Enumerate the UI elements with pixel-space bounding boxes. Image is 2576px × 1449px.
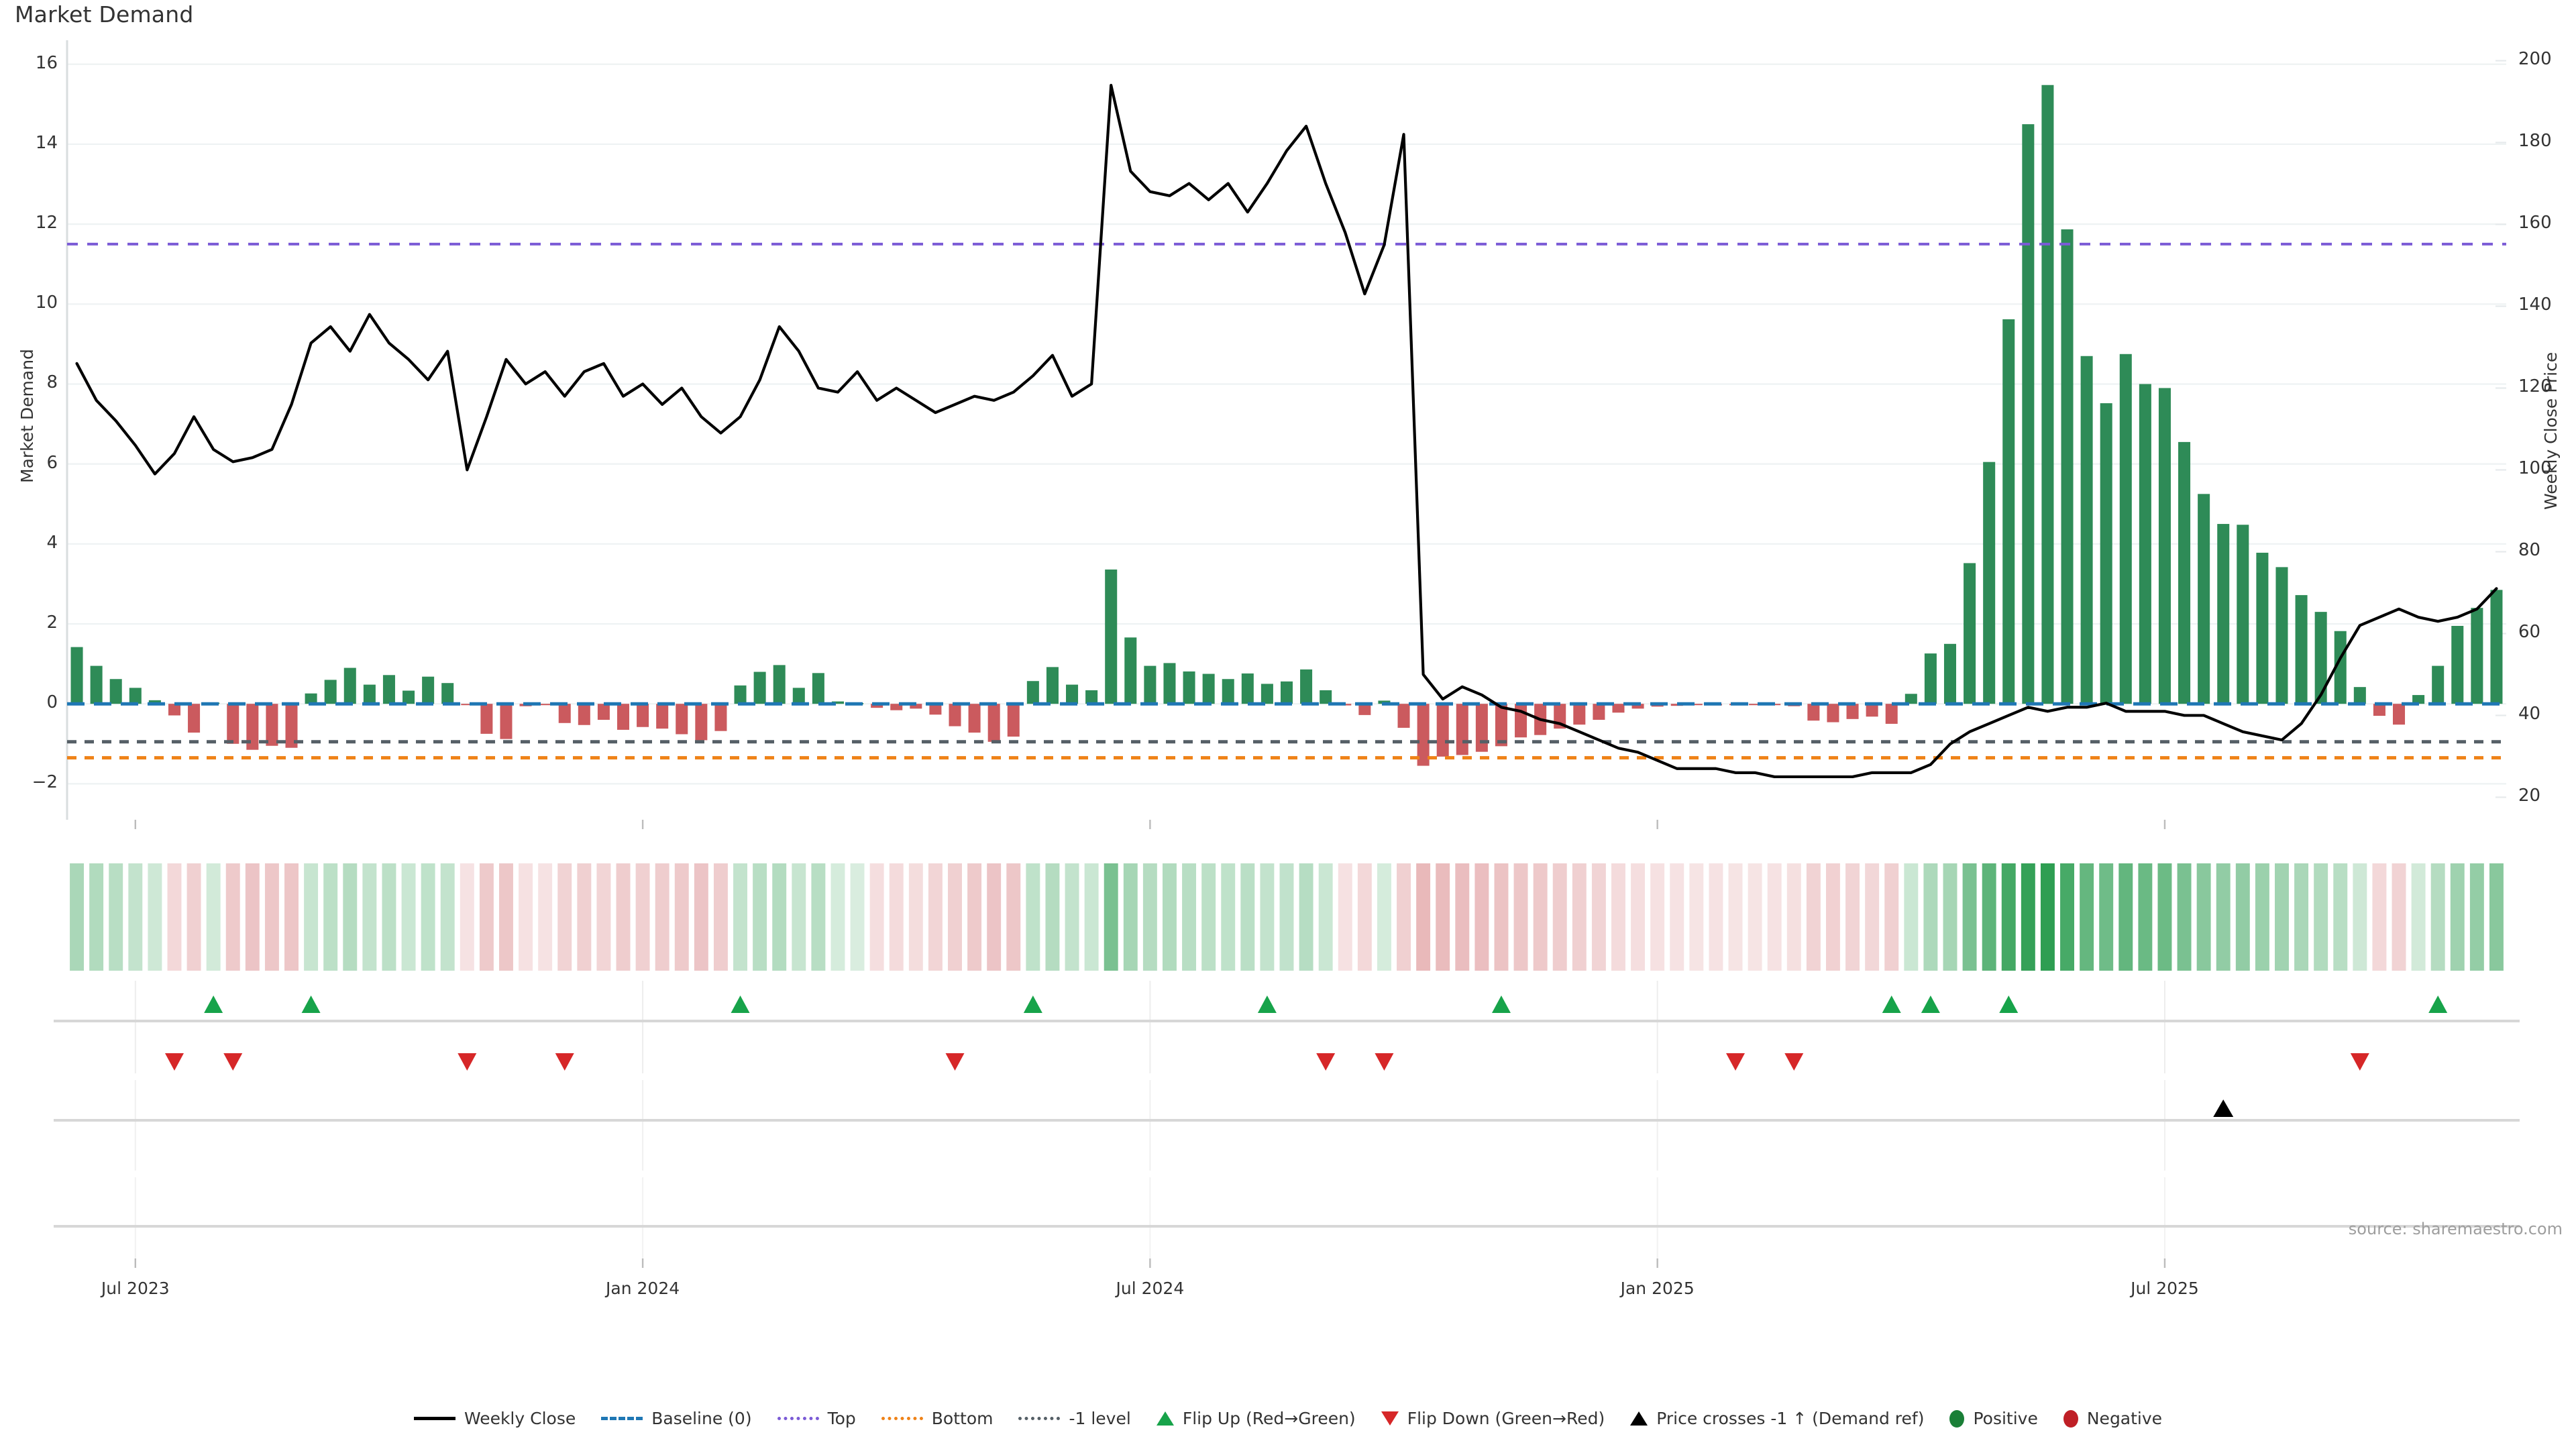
legend-label-flip-down: Flip Down (Green→Red) <box>1407 1409 1605 1428</box>
legend-item-flip-down[interactable]: Flip Down (Green→Red) <box>1381 1409 1605 1428</box>
legend-item-flip-up[interactable]: Flip Up (Red→Green) <box>1156 1409 1356 1428</box>
legend-item-negative[interactable]: Negative <box>2063 1409 2162 1428</box>
page-title: Market Demand <box>15 1 194 28</box>
legend-marker-flip-down-icon <box>1381 1411 1399 1426</box>
legend-marker-flip-up-icon <box>1156 1411 1174 1426</box>
legend-label-top: Top <box>827 1409 856 1428</box>
legend-item-baseline[interactable]: Baseline (0) <box>601 1409 752 1428</box>
legend-label-positive: Positive <box>1973 1409 2038 1428</box>
legend-label-weekly-close: Weekly Close <box>464 1409 576 1428</box>
legend-label-flip-up: Flip Up (Red→Green) <box>1182 1409 1356 1428</box>
legend-marker-price-cross-icon <box>1630 1411 1648 1426</box>
legend-item-weekly-close[interactable]: Weekly Close <box>413 1409 576 1428</box>
legend-label-bottom: Bottom <box>931 1409 994 1428</box>
legend-item-price-cross[interactable]: Price crosses -1 ↑ (Demand ref) <box>1630 1409 1924 1428</box>
legend-marker-negative-icon <box>2063 1409 2078 1428</box>
legend-marker-minus-one-icon <box>1018 1417 1061 1420</box>
legend-marker-positive-icon <box>1949 1409 1965 1428</box>
legend-label-negative: Negative <box>2086 1409 2163 1428</box>
legend-label-baseline: Baseline (0) <box>651 1409 752 1428</box>
legend-item-positive[interactable]: Positive <box>1949 1409 2038 1428</box>
legend-label-minus-one: -1 level <box>1069 1409 1131 1428</box>
legend-marker-weekly-close-icon <box>413 1417 455 1420</box>
legend-item-top[interactable]: Top <box>777 1409 856 1428</box>
chart-legend: Weekly Close Baseline (0) Top Bottom -1 leve… <box>0 1409 2576 1428</box>
legend-marker-top-icon <box>777 1417 819 1420</box>
legend-item-bottom[interactable]: Bottom <box>881 1409 994 1428</box>
legend-marker-bottom-icon <box>881 1417 923 1420</box>
legend-item-minus-one[interactable]: -1 level <box>1018 1409 1131 1428</box>
legend-label-price-cross: Price crosses -1 ↑ (Demand ref) <box>1656 1409 1925 1428</box>
legend-marker-baseline-icon <box>601 1417 643 1420</box>
